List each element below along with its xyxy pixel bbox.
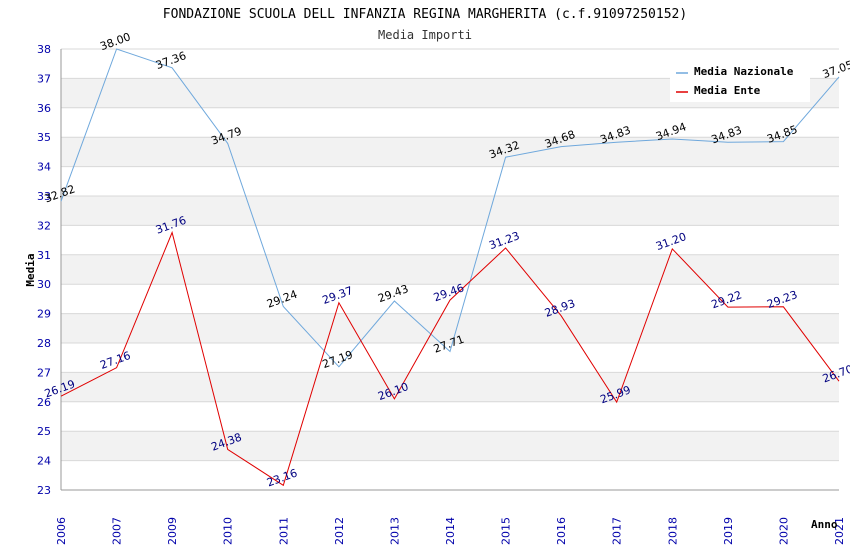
- chart-subtitle: Media Importi: [378, 28, 472, 42]
- grid-band: [61, 343, 839, 373]
- y-tick-label: 23: [37, 484, 51, 497]
- y-tick-label: 26: [37, 396, 51, 409]
- grid-band: [61, 284, 839, 314]
- y-tick-label: 24: [37, 455, 51, 468]
- grid-band: [61, 254, 839, 285]
- y-axis-ticks: 23 24 25 26 27 28 29 30 31 32 33 34 35 36 37 38: [37, 43, 51, 497]
- x-tick-label: 2009: [166, 517, 179, 545]
- series-line-ente: [60, 230, 840, 487]
- x-tick-label: 2013: [388, 517, 401, 545]
- y-tick-label: 38: [37, 43, 51, 56]
- grid-bands: [61, 49, 839, 490]
- y-tick-label: 34: [37, 161, 51, 174]
- series-line-nazionale: [60, 48, 840, 368]
- x-tick-label: 2018: [666, 517, 679, 545]
- legend-label-nazionale: Media Nazionale: [694, 65, 794, 78]
- x-tick-label: 2007: [111, 517, 124, 545]
- grid-band: [61, 313, 839, 343]
- y-tick-label: 37: [37, 72, 51, 85]
- y-tick-label: 28: [37, 337, 51, 350]
- x-tick-label: 2011: [277, 517, 290, 545]
- y-tick-label: 30: [37, 278, 51, 291]
- x-tick-label: 2010: [222, 517, 235, 545]
- x-tick-label: 2017: [611, 517, 624, 545]
- y-tick-label: 31: [37, 249, 51, 262]
- grid-band: [61, 460, 839, 490]
- x-tick-label: 2020: [777, 517, 790, 545]
- x-tick-label: 2006: [55, 517, 68, 545]
- y-tick-label: 25: [37, 425, 51, 438]
- y-tick-label: 27: [37, 366, 51, 379]
- y-tick-label: 36: [37, 102, 51, 115]
- y-tick-label: 35: [37, 131, 51, 144]
- legend: Media Nazionale Media Ente: [670, 62, 810, 102]
- y-tick-label: 32: [37, 219, 51, 232]
- legend-box: [670, 62, 810, 102]
- grid-band: [61, 225, 839, 255]
- grid-band: [61, 401, 839, 432]
- x-tick-label: 2016: [555, 517, 568, 545]
- x-tick-label: 2019: [722, 517, 735, 545]
- grid-band: [61, 107, 839, 138]
- x-axis-label: Anno: [811, 518, 838, 531]
- legend-label-ente: Media Ente: [694, 84, 761, 97]
- grid-band: [61, 137, 839, 167]
- x-tick-label: 2012: [333, 517, 346, 545]
- x-tick-label: 2015: [500, 517, 513, 545]
- y-axis-label: Media: [24, 253, 37, 286]
- grid-band: [61, 431, 839, 461]
- y-tick-label: 29: [37, 308, 51, 321]
- y-tick-label: 33: [37, 190, 51, 203]
- chart-title: FONDAZIONE SCUOLA DELL INFANZIA REGINA M…: [163, 7, 687, 22]
- grid-band: [61, 166, 839, 196]
- x-axis-ticks: 2006 2007 2009 2010 2011 2012 2013 2014 2015 2016…: [55, 517, 846, 545]
- x-tick-label: 2021: [833, 517, 846, 545]
- grid-band: [61, 372, 839, 402]
- grid-band: [61, 196, 839, 226]
- x-tick-label: 2014: [444, 517, 457, 545]
